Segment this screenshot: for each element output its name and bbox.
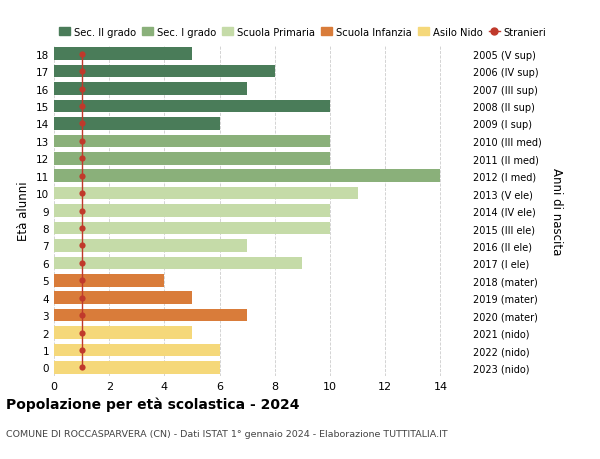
Point: [77, 207, 86, 215]
Point: [77, 312, 86, 319]
Point: [77, 155, 86, 162]
Bar: [54, 48, 192, 61]
Text: Popolazione per età scolastica - 2024: Popolazione per età scolastica - 2024: [6, 397, 299, 412]
Point: [77, 242, 86, 250]
Y-axis label: Anni di nascita: Anni di nascita: [550, 168, 563, 255]
Bar: [54, 309, 247, 322]
Bar: [54, 153, 330, 165]
Bar: [54, 327, 192, 339]
Point: [77, 138, 86, 145]
Point: [77, 190, 86, 197]
Bar: [54, 222, 330, 235]
Point: [77, 51, 86, 58]
Point: [77, 103, 86, 111]
Bar: [54, 205, 330, 218]
Point: [77, 347, 86, 354]
Bar: [54, 187, 358, 200]
Point: [77, 68, 86, 76]
Legend: Sec. II grado, Sec. I grado, Scuola Primaria, Scuola Infanzia, Asilo Nido, Stran: Sec. II grado, Sec. I grado, Scuola Prim…: [59, 28, 547, 38]
Bar: [54, 274, 164, 287]
Bar: [54, 361, 220, 374]
Bar: [54, 83, 247, 95]
Bar: [54, 292, 192, 304]
Y-axis label: Età alunni: Età alunni: [17, 181, 31, 241]
Point: [77, 277, 86, 285]
Text: COMUNE DI ROCCASPARVERA (CN) - Dati ISTAT 1° gennaio 2024 - Elaborazione TUTTITA: COMUNE DI ROCCASPARVERA (CN) - Dati ISTA…: [6, 429, 448, 438]
Bar: [54, 257, 302, 269]
Point: [77, 86, 86, 93]
Point: [77, 121, 86, 128]
Bar: [54, 344, 220, 357]
Point: [77, 225, 86, 232]
Point: [77, 294, 86, 302]
Bar: [54, 118, 220, 130]
Point: [77, 329, 86, 336]
Bar: [54, 170, 440, 183]
Point: [77, 260, 86, 267]
Bar: [54, 240, 247, 252]
Point: [77, 173, 86, 180]
Bar: [54, 135, 330, 148]
Bar: [54, 101, 330, 113]
Point: [77, 364, 86, 371]
Bar: [54, 66, 275, 78]
